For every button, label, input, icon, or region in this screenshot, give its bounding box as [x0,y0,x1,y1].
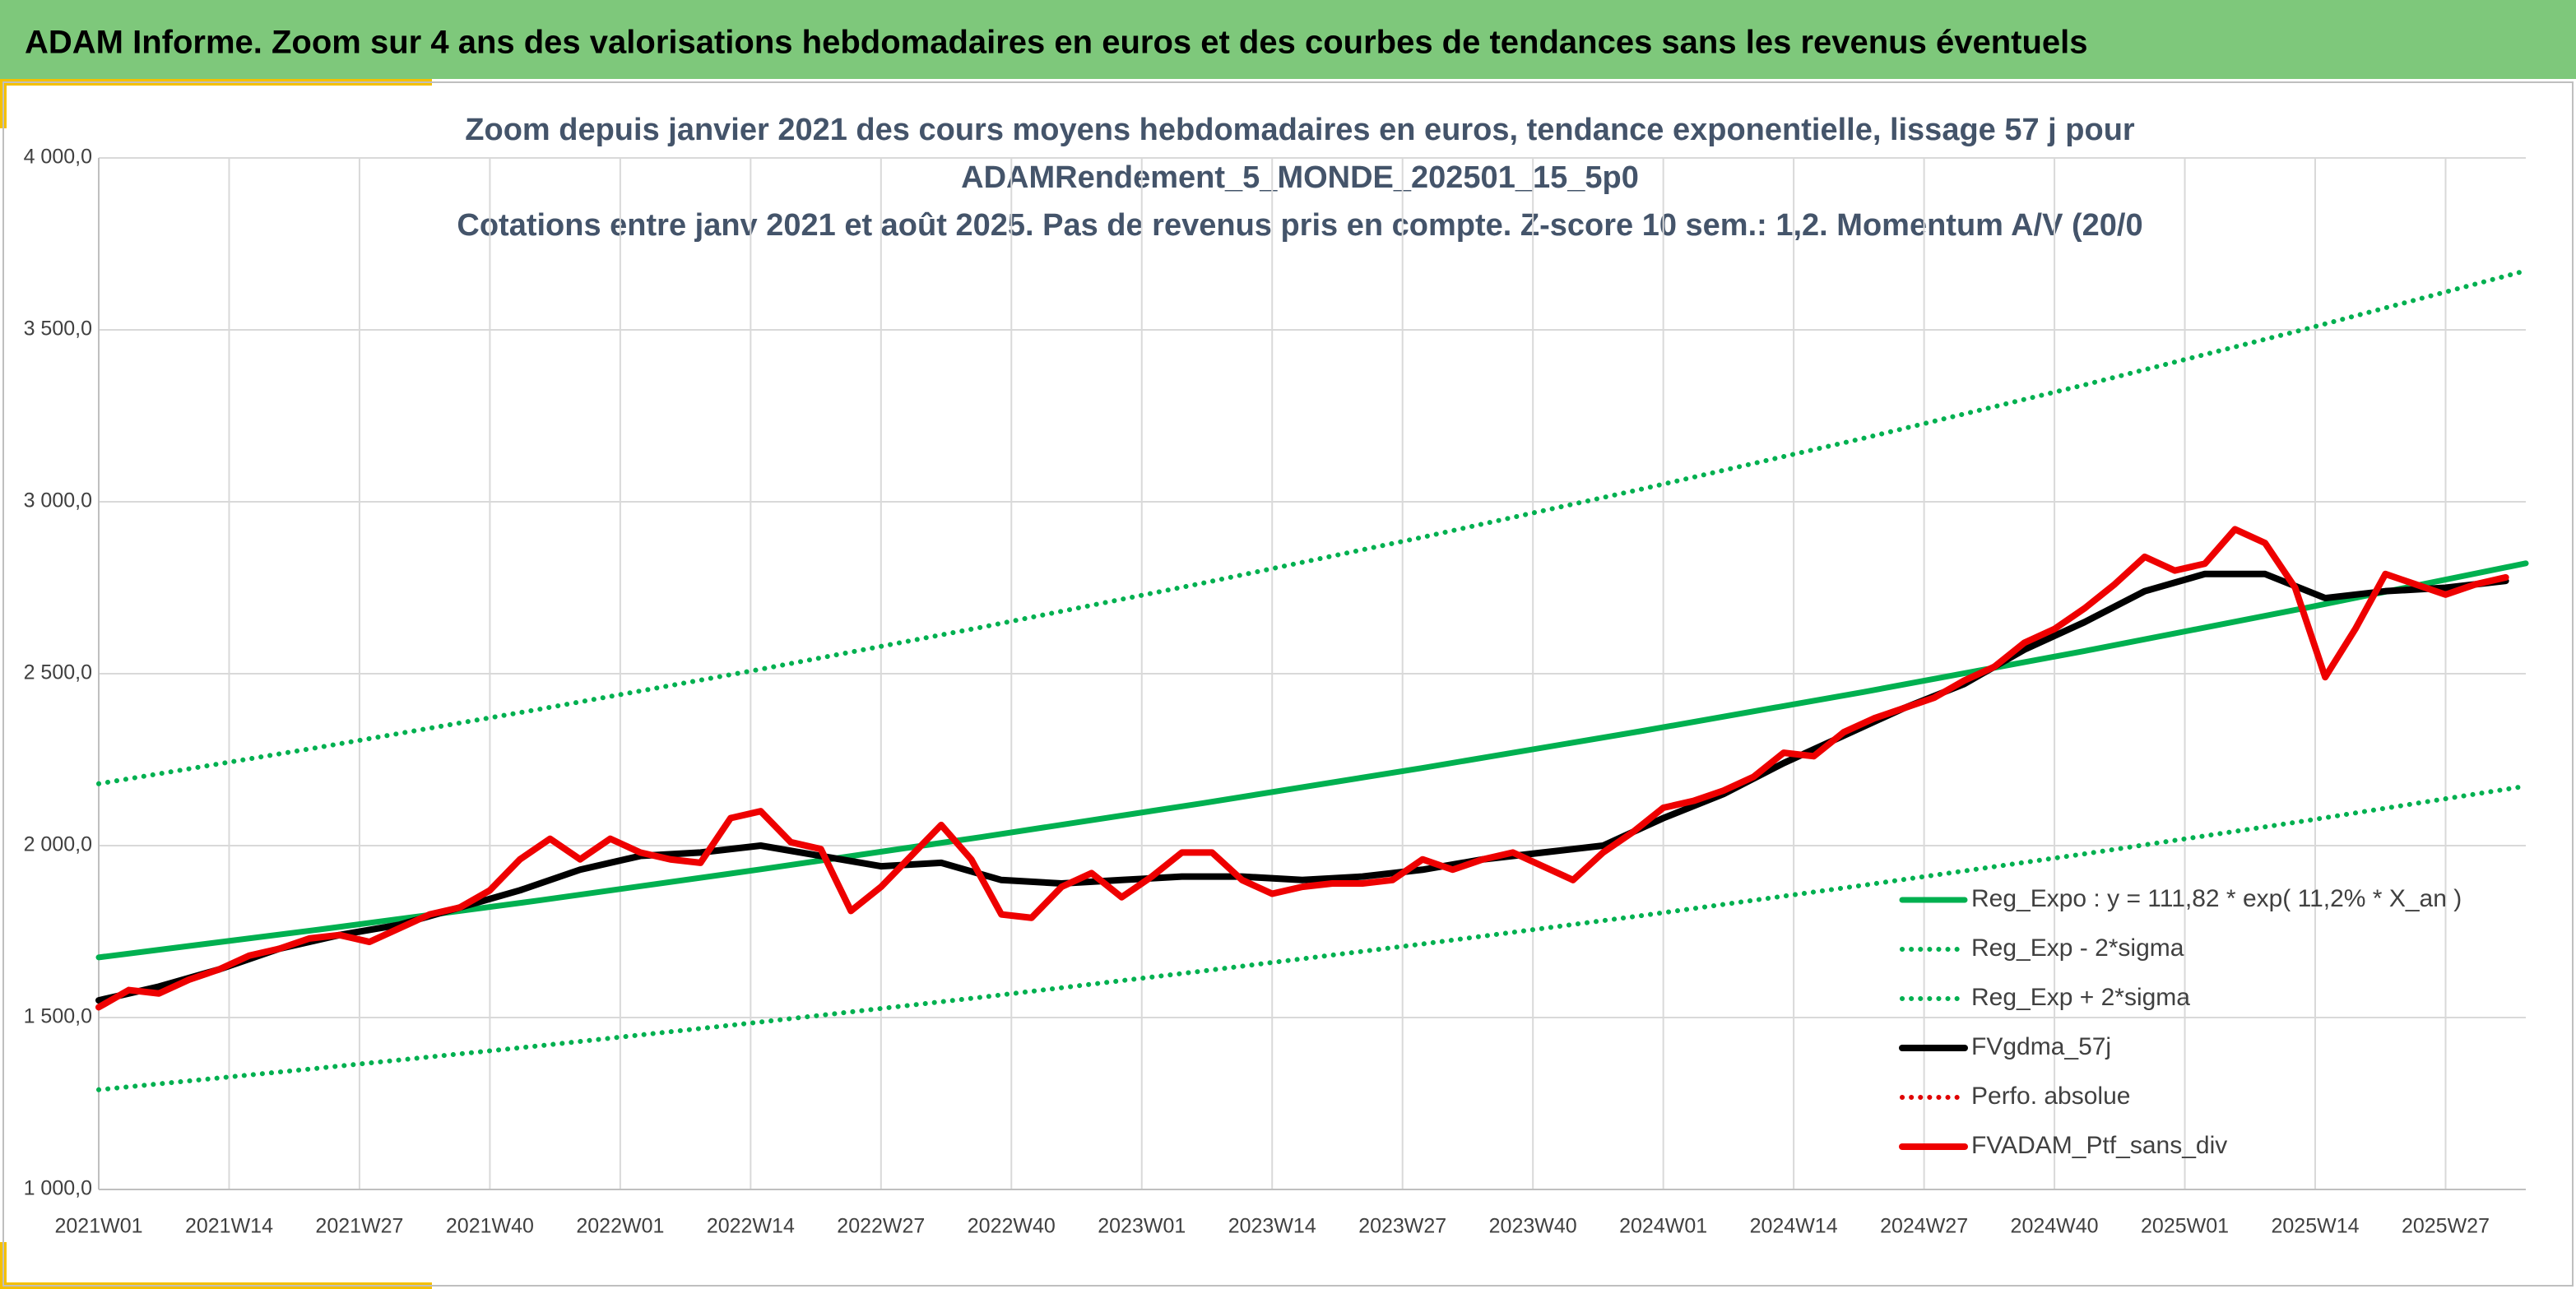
legend-label: FVADAM_Ptf_sans_div [1971,1132,2227,1159]
x-tick-label: 2023W01 [1098,1215,1186,1238]
x-tick-label: 2025W01 [2141,1215,2229,1238]
legend-label: Perfo. absolue [1971,1083,2130,1110]
legend-label: FVgdma_57j [1971,1033,2111,1060]
x-tick-label: 2023W27 [1358,1215,1446,1238]
series-line [96,783,2528,1092]
x-tick-label: 2022W01 [576,1215,664,1238]
series-line [96,268,2528,786]
legend-label: Reg_Exp + 2*sigma [1971,984,2190,1011]
legend-label: Reg_Expo : y = 111,82 * exp( 11,2% * X_a… [1971,885,2462,912]
x-tick-label: 2021W14 [185,1215,273,1238]
x-tick-label: 2025W27 [2402,1215,2490,1238]
y-tick-label: 2 500,0 [24,661,92,684]
x-tick-label: 2022W14 [707,1215,795,1238]
y-tick-label: 1 500,0 [24,1005,92,1028]
chart-title: Cotations entre janv 2021 et août 2025. … [457,208,2142,243]
chart-title: ADAMRendement_5_MONDE_202501_15_5p0 [961,160,1639,195]
x-tick-label: 2023W40 [1489,1215,1577,1238]
series-line [95,570,2509,1004]
y-tick-label: 2 000,0 [24,833,92,856]
x-tick-label: 2022W40 [968,1215,1056,1238]
x-tick-label: 2024W14 [1750,1215,1838,1238]
x-tick-label: 2024W27 [1880,1215,1968,1238]
y-tick-label: 4 000,0 [24,146,92,169]
x-tick-label: 2021W40 [446,1215,534,1238]
x-tick-label: 2024W40 [2011,1215,2099,1238]
chart-frame [2,81,2574,1287]
y-tick-label: 1 000,0 [24,1177,92,1200]
x-tick-label: 2021W27 [315,1215,403,1238]
y-tick-label: 3 500,0 [24,318,92,341]
x-tick-label: 2025W14 [2271,1215,2359,1238]
x-tick-label: 2024W01 [1619,1215,1707,1238]
plot: Zoom depuis janvier 2021 des cours moyen… [24,113,2529,1238]
chart-title: Zoom depuis janvier 2021 des cours moyen… [465,113,2135,147]
x-tick-label: 2021W01 [54,1215,142,1238]
series-line [95,526,2509,1011]
banner-title: ADAM Informe. Zoom sur 4 ans des valoris… [25,25,2088,61]
x-tick-label: 2023W14 [1228,1215,1316,1238]
legend-label: Reg_Exp - 2*sigma [1971,934,2184,962]
series-line [95,560,2529,961]
x-tick-label: 2022W27 [837,1215,925,1238]
banner-bg [0,0,2576,79]
y-tick-label: 3 000,0 [24,489,92,512]
